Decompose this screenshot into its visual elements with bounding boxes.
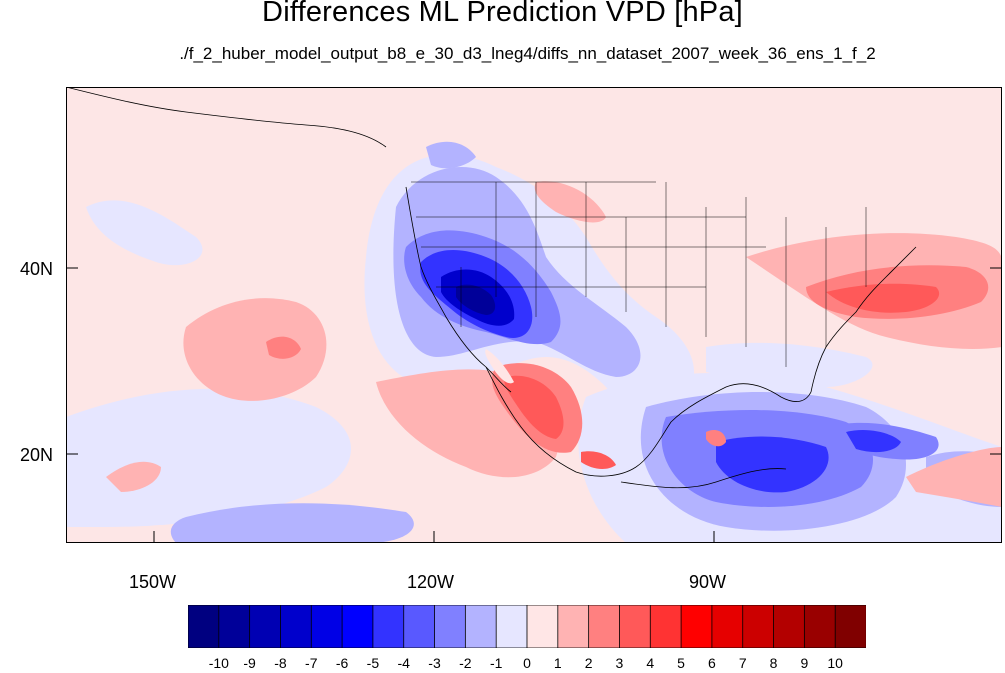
colorbar-tick-label: 5 xyxy=(677,655,685,671)
colorbar-tick-label: -5 xyxy=(366,655,380,671)
colorbar-swatch xyxy=(742,604,775,649)
lon-label-90w: 90W xyxy=(689,572,727,592)
colorbar-tick-label: 4 xyxy=(646,655,655,671)
coastlines xyxy=(66,87,917,489)
colorbar-tick-label: -1 xyxy=(489,655,503,671)
colorbar-swatch xyxy=(526,604,559,649)
map-title: Differences ML Prediction VPD [hPa] xyxy=(262,0,743,28)
colorbar-swatch xyxy=(464,604,497,649)
strong-positive-regions xyxy=(504,283,940,469)
map-panel xyxy=(66,87,1002,543)
colorbar-tick-label: -9 xyxy=(243,655,256,671)
colorbar-swatch xyxy=(649,604,682,649)
state-borders xyxy=(411,181,867,367)
colorbar-swatch xyxy=(218,604,251,649)
colorbar-tick-label: -8 xyxy=(274,655,287,671)
colorbar-swatch xyxy=(557,604,590,649)
colorbar-tick-label: -6 xyxy=(335,655,349,671)
colorbar-swatch xyxy=(773,604,806,649)
colorbar-tick-label: 10 xyxy=(827,655,843,671)
colorbar-tick-label: -2 xyxy=(459,655,472,671)
colorbar-swatch xyxy=(403,604,436,649)
gulf-of-california-feature xyxy=(485,349,514,384)
colorbar-tick-label: 8 xyxy=(769,655,778,671)
colorbar xyxy=(187,604,867,649)
colorbar-tick-label: 0 xyxy=(523,655,531,671)
colorbar-swatch xyxy=(680,604,713,649)
colorbar-swatch xyxy=(434,604,467,649)
colorbar-tick-label: -3 xyxy=(428,655,441,671)
colorbar-tick-label: 6 xyxy=(708,655,716,671)
colorbar-tick-label: 7 xyxy=(738,655,747,671)
colorbar-swatch xyxy=(280,604,312,649)
vpd-difference-map xyxy=(66,87,1002,543)
colorbar-swatches xyxy=(187,604,867,649)
colorbar-swatch xyxy=(834,604,867,649)
negative-maximum xyxy=(456,284,496,315)
colorbar-tick-label: 2 xyxy=(584,655,593,671)
colorbar-swatch xyxy=(187,604,220,649)
axis-ticks xyxy=(66,267,1002,543)
colorbar-swatch xyxy=(249,604,282,649)
colorbar-tick-label: -10 xyxy=(208,655,229,671)
colorbar-swatch xyxy=(588,604,621,649)
lon-label-120w: 120W xyxy=(407,572,455,592)
colorbar-swatch xyxy=(803,604,836,649)
lat-label-20n: 20N xyxy=(20,445,54,465)
lon-label-150w: 150W xyxy=(129,572,177,592)
map-border xyxy=(66,87,1002,543)
map-subtitle: ./f_2_huber_model_output_b8_e_30_d3_lneg… xyxy=(179,44,876,63)
colorbar-swatch xyxy=(495,604,528,649)
colorbar-swatch xyxy=(341,604,374,649)
colorbar-tick-label: -4 xyxy=(397,655,410,671)
colorbar-tick-label: 9 xyxy=(800,655,809,671)
colorbar-tick-label: 1 xyxy=(553,655,562,671)
colorbar-swatch xyxy=(310,604,343,649)
colorbar-swatch xyxy=(372,604,405,649)
lat-label-40n: 40N xyxy=(20,259,54,279)
colorbar-tick-labels: -10 -9 -8 -7 -6 -5 -4 -3 -2 -1 0 1 2 3 4 5 6 7 8 9 10 xyxy=(0,655,1005,673)
colorbar-swatch xyxy=(711,604,744,649)
colorbar-swatch xyxy=(619,604,651,649)
colorbar-tick-label: -7 xyxy=(305,655,318,671)
colorbar-tick-label: 3 xyxy=(615,655,624,671)
